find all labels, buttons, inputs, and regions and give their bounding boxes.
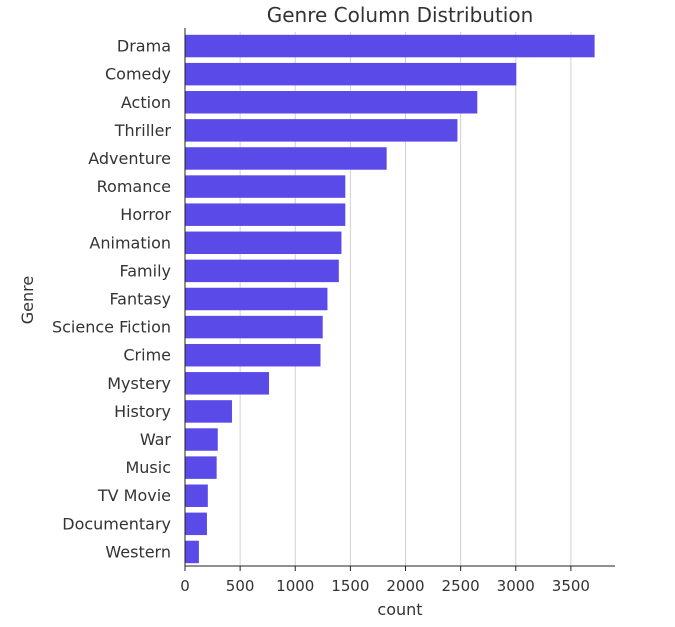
y-tick-label: Fantasy (109, 290, 171, 309)
x-tick-label: 2000 (386, 577, 424, 595)
y-tick-label: Science Fiction (52, 318, 171, 337)
x-tick-label: 1000 (276, 577, 314, 595)
y-tick-label: History (114, 402, 171, 421)
bar (185, 287, 328, 311)
y-tick-label: Action (121, 93, 171, 112)
bar (185, 175, 346, 198)
bars (185, 34, 595, 564)
y-tick-label: Mystery (107, 374, 171, 393)
y-tick-label: Romance (97, 177, 171, 196)
bar (185, 343, 321, 367)
y-tick-labels: Drama Comedy Action Thriller Adventure Romanc… (52, 37, 171, 562)
bar (185, 372, 270, 395)
x-tick-label: 500 (226, 577, 255, 595)
y-tick-label: Comedy (105, 65, 171, 84)
x-tick-label: 3500 (552, 577, 590, 595)
y-tick-label: Family (120, 261, 171, 280)
bar (185, 428, 218, 451)
y-tick-label: War (140, 430, 172, 449)
bar (185, 512, 207, 536)
y-tick-label: Drama (117, 37, 171, 56)
bar (185, 203, 346, 226)
bar (185, 62, 517, 86)
bar (185, 315, 323, 339)
chart-title: Genre Column Distribution (267, 3, 534, 27)
bar (185, 119, 458, 142)
bar (185, 91, 478, 114)
x-tick-labels: 0 500 1000 1500 2000 2500 3000 3500 (180, 566, 590, 595)
x-tick-label: 2500 (442, 577, 480, 595)
bar (185, 456, 217, 479)
y-tick-label: Music (125, 458, 171, 477)
x-tick-label: 1500 (331, 577, 369, 595)
y-tick-label: Crime (123, 346, 171, 365)
y-tick-label: TV Movie (97, 486, 171, 505)
x-axis-label: count (377, 600, 422, 619)
bar (185, 34, 595, 58)
bar (185, 484, 208, 507)
y-tick-label: Thriller (114, 121, 172, 140)
bar (185, 147, 387, 170)
x-tick-label: 0 (180, 577, 190, 595)
y-tick-label: Horror (120, 205, 171, 224)
y-tick-label: Adventure (88, 149, 171, 168)
y-tick-label: Western (105, 542, 171, 561)
bar (185, 231, 342, 255)
y-axis-label: Genre (18, 276, 37, 324)
x-tick-label: 3000 (497, 577, 535, 595)
bar (185, 540, 199, 564)
bar (185, 400, 232, 423)
y-tick-label: Documentary (62, 514, 171, 533)
bar (185, 259, 339, 283)
y-tick-label: Animation (89, 233, 171, 252)
